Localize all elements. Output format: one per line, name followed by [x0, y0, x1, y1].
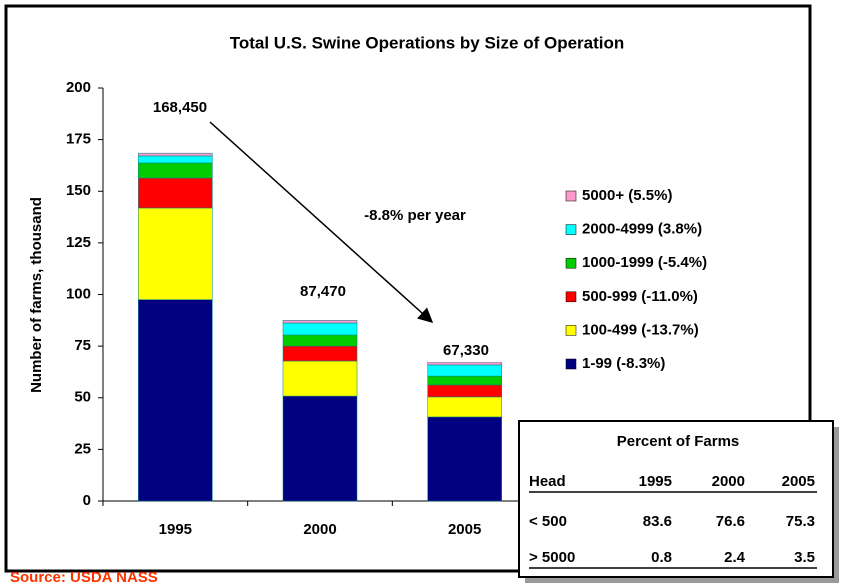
y-tick-label: 0	[83, 492, 91, 509]
bar-segment	[427, 375, 502, 386]
bar-segment	[282, 322, 358, 336]
y-tick-label: 75	[74, 337, 91, 354]
table-title: Percent of Farms	[617, 433, 740, 450]
bar-segment	[138, 299, 213, 502]
total-label: 168,450	[153, 99, 207, 116]
label-bg	[278, 281, 368, 303]
y-tick-label: 25	[74, 440, 91, 457]
legend-swatch	[565, 358, 577, 370]
table-box	[518, 420, 834, 578]
table-header: 1995	[639, 473, 672, 490]
legend-swatch	[565, 325, 577, 336]
y-tick-label: 175	[66, 131, 91, 148]
trend-label: -8.8% per year	[364, 207, 466, 224]
table-cell: 3.5	[794, 549, 815, 566]
trend-arrow	[209, 121, 434, 324]
bar-segment	[282, 334, 358, 347]
legend-label: 100-499 (-13.7%)	[582, 321, 699, 338]
legend-swatch	[565, 224, 577, 235]
bar-segment	[427, 416, 502, 502]
bar-segment	[282, 320, 358, 324]
table-cell: 75.3	[786, 513, 815, 530]
legend-label: 1000-1999 (-5.4%)	[582, 254, 707, 271]
table-cell: 0.8	[651, 549, 672, 566]
bar-segment	[282, 345, 358, 362]
table-cell: < 500	[529, 513, 567, 530]
chart-title: Total U.S. Swine Operations by Size of O…	[230, 33, 625, 52]
bar-segment	[427, 364, 502, 377]
table-header: 2000	[712, 473, 745, 490]
table-cell: 76.6	[716, 513, 745, 530]
table-cell: > 5000	[529, 549, 575, 566]
bar-segment	[427, 361, 502, 366]
y-tick-label: 200	[66, 79, 91, 96]
bar-segment	[138, 152, 213, 157]
label-bg	[135, 97, 225, 119]
y-tick-label: 100	[66, 285, 91, 302]
legend-label: 500-999 (-11.0%)	[582, 288, 698, 305]
bar-segment	[138, 207, 213, 300]
legend-label: 2000-4999 (3.8%)	[582, 221, 702, 238]
table-cell: 2.4	[724, 549, 746, 566]
table-header: Head	[529, 473, 566, 490]
bar-segment	[138, 155, 213, 164]
bar-segment	[138, 177, 213, 209]
total-label: 87,470	[300, 283, 346, 300]
bar-segment	[138, 162, 213, 179]
y-tick-label: 150	[66, 182, 91, 199]
y-axis-label: Number of farms, thousand	[28, 197, 45, 393]
table-header: 2005	[782, 473, 815, 490]
bar-segment	[427, 396, 502, 418]
x-tick-label: 2000	[303, 521, 336, 538]
bar-segment	[427, 384, 502, 398]
table-cell: 83.6	[643, 513, 672, 530]
legend-swatch	[565, 257, 577, 269]
legend-swatch	[565, 291, 577, 303]
legend-label: 1-99 (-8.3%)	[582, 355, 665, 372]
x-tick-label: 2005	[448, 521, 481, 538]
y-tick-label: 50	[74, 389, 91, 406]
total-label: 67,330	[443, 342, 489, 359]
bar-segment	[282, 360, 358, 397]
bar-segment	[282, 395, 358, 502]
label-bg	[421, 340, 511, 362]
legend-label: 5000+ (5.5%)	[582, 187, 672, 204]
x-tick-label: 1995	[159, 521, 192, 538]
y-tick-label: 125	[66, 234, 91, 251]
legend-swatch	[565, 190, 577, 202]
source: Source: USDA NASS	[10, 569, 158, 586]
